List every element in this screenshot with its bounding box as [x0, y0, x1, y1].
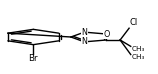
Text: N: N	[81, 28, 87, 37]
Text: Br: Br	[29, 54, 38, 63]
Text: CH₃: CH₃	[131, 54, 145, 60]
Text: Cl: Cl	[130, 18, 138, 27]
Text: O: O	[103, 30, 109, 38]
Text: N: N	[81, 37, 87, 46]
Text: CH₃: CH₃	[131, 46, 145, 52]
